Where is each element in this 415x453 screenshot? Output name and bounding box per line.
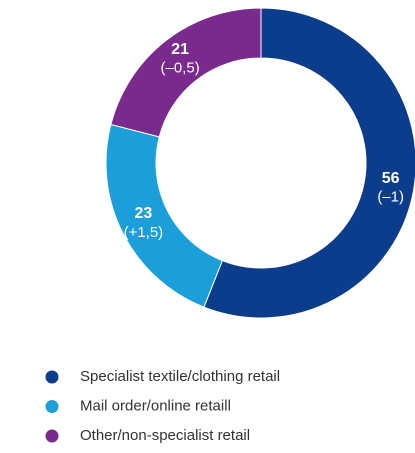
donut-segment [203,7,415,319]
value-label: 21 [171,41,189,58]
change-label: (–0,5) [161,60,200,77]
legend-label: Other/non-specialist retail [80,427,250,444]
legend-label: Specialist textile/clothing retail [80,368,280,385]
legend-marker [45,429,59,443]
change-label: (+1,5) [124,224,164,241]
change-label: (–1) [377,189,404,206]
legend-marker [45,370,59,384]
value-label: 56 [382,170,400,187]
donut-segment [110,7,262,138]
legend-marker [45,400,59,413]
donut-segment [105,123,223,308]
legend-label: Mail order/online retaill [80,397,231,414]
value-label: 23 [134,205,152,222]
